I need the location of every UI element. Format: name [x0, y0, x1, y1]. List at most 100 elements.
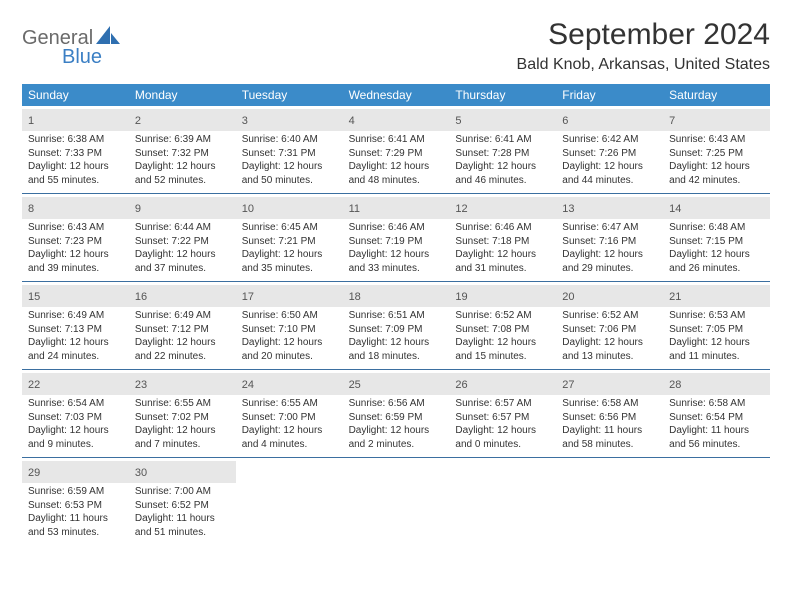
day-detail: Sunrise: 6:52 AM	[562, 309, 657, 323]
day-detail: Sunset: 7:15 PM	[669, 235, 764, 249]
day-detail: Daylight: 12 hours	[455, 160, 550, 174]
day-detail: and 51 minutes.	[135, 526, 230, 540]
day-detail: Sunset: 7:28 PM	[455, 147, 550, 161]
day-detail: Sunrise: 6:39 AM	[135, 133, 230, 147]
daynum-band: 8	[22, 197, 129, 219]
calendar-day: 7Sunrise: 6:43 AMSunset: 7:25 PMDaylight…	[663, 106, 770, 193]
sail-icon	[96, 26, 122, 46]
day-detail: Sunrise: 6:57 AM	[455, 397, 550, 411]
day-detail: Daylight: 12 hours	[455, 424, 550, 438]
day-detail: and 58 minutes.	[562, 438, 657, 452]
calendar: SundayMondayTuesdayWednesdayThursdayFrid…	[22, 84, 770, 545]
day-number: 20	[562, 291, 574, 303]
day-detail: Sunset: 7:13 PM	[28, 323, 123, 337]
calendar-day: 15Sunrise: 6:49 AMSunset: 7:13 PMDayligh…	[22, 282, 129, 369]
day-detail: and 26 minutes.	[669, 262, 764, 276]
header: General Blue September 2024 Bald Knob, A…	[22, 18, 770, 74]
day-number: 17	[242, 291, 254, 303]
day-detail: Daylight: 11 hours	[28, 512, 123, 526]
daynum-band: 21	[663, 285, 770, 307]
day-number: 3	[242, 115, 248, 127]
day-number: 12	[455, 203, 467, 215]
day-number: 27	[562, 379, 574, 391]
day-detail: Sunset: 7:06 PM	[562, 323, 657, 337]
calendar-week: 15Sunrise: 6:49 AMSunset: 7:13 PMDayligh…	[22, 282, 770, 370]
day-detail: Sunrise: 7:00 AM	[135, 485, 230, 499]
day-detail: Daylight: 12 hours	[28, 336, 123, 350]
day-detail: and 0 minutes.	[455, 438, 550, 452]
calendar-day: 2 Sunrise: 6:39 AMSunset: 7:32 PMDaylight…	[129, 106, 236, 193]
calendar-week: 1Sunrise: 6:38 AMSunset: 7:33 PMDaylight…	[22, 106, 770, 194]
day-detail: and 20 minutes.	[242, 350, 337, 364]
day-number: 11	[349, 203, 360, 215]
day-number: 18	[349, 291, 361, 303]
day-detail: and 7 minutes.	[135, 438, 230, 452]
day-detail: Sunrise: 6:50 AM	[242, 309, 337, 323]
day-detail: Sunset: 7:21 PM	[242, 235, 337, 249]
day-detail: Sunset: 6:53 PM	[28, 499, 123, 513]
calendar-day: 3Sunrise: 6:40 AMSunset: 7:31 PMDaylight…	[236, 106, 343, 193]
day-detail: Daylight: 12 hours	[242, 336, 337, 350]
day-detail: and 2 minutes.	[349, 438, 444, 452]
day-detail: Sunrise: 6:43 AM	[28, 221, 123, 235]
daynum-band: 7	[663, 109, 770, 131]
calendar-day	[556, 458, 663, 545]
day-detail: Sunset: 7:32 PM	[135, 147, 230, 161]
day-detail: and 52 minutes.	[135, 174, 230, 188]
daynum-band: 17	[236, 285, 343, 307]
day-detail: and 35 minutes.	[242, 262, 337, 276]
calendar-day: 16Sunrise: 6:49 AMSunset: 7:12 PMDayligh…	[129, 282, 236, 369]
daynum-band: 27	[556, 373, 663, 395]
day-detail: and 53 minutes.	[28, 526, 123, 540]
day-detail: and 44 minutes.	[562, 174, 657, 188]
day-detail: Daylight: 12 hours	[28, 424, 123, 438]
daynum-band: 14	[663, 197, 770, 219]
day-detail: Sunrise: 6:58 AM	[669, 397, 764, 411]
day-detail: Daylight: 12 hours	[242, 160, 337, 174]
day-detail: and 50 minutes.	[242, 174, 337, 188]
day-number: 16	[135, 291, 147, 303]
day-detail: Sunrise: 6:49 AM	[135, 309, 230, 323]
day-number: 23	[135, 379, 147, 391]
day-detail: and 9 minutes.	[28, 438, 123, 452]
day-detail: Sunrise: 6:40 AM	[242, 133, 337, 147]
daynum-band: 10	[236, 197, 343, 219]
day-number: 9	[135, 203, 141, 215]
calendar-day: 28Sunrise: 6:58 AMSunset: 6:54 PMDayligh…	[663, 370, 770, 457]
day-detail: Sunrise: 6:58 AM	[562, 397, 657, 411]
daynum-band: 20	[556, 285, 663, 307]
daynum-band: 15	[22, 285, 129, 307]
daynum-band: 24	[236, 373, 343, 395]
day-number: 28	[669, 379, 681, 391]
title-block: September 2024 Bald Knob, Arkansas, Unit…	[517, 18, 770, 74]
day-number: 2	[135, 115, 141, 127]
dow-header: Sunday	[22, 84, 129, 106]
day-detail: Sunset: 6:52 PM	[135, 499, 230, 513]
day-detail: and 29 minutes.	[562, 262, 657, 276]
day-detail: Sunset: 7:02 PM	[135, 411, 230, 425]
day-detail: Sunset: 7:05 PM	[669, 323, 764, 337]
day-detail: Daylight: 12 hours	[242, 424, 337, 438]
daynum-band: 28	[663, 373, 770, 395]
day-detail: Sunset: 7:19 PM	[349, 235, 444, 249]
day-number: 10	[242, 203, 254, 215]
day-detail: Sunrise: 6:46 AM	[349, 221, 444, 235]
day-detail: Daylight: 12 hours	[349, 248, 444, 262]
calendar-day: 25Sunrise: 6:56 AMSunset: 6:59 PMDayligh…	[343, 370, 450, 457]
dow-header: Monday	[129, 84, 236, 106]
day-detail: Daylight: 12 hours	[135, 160, 230, 174]
daynum-band: 13	[556, 197, 663, 219]
day-detail: Sunset: 7:25 PM	[669, 147, 764, 161]
calendar-day: 8Sunrise: 6:43 AMSunset: 7:23 PMDaylight…	[22, 194, 129, 281]
dow-header: Tuesday	[236, 84, 343, 106]
calendar-day: 23Sunrise: 6:55 AMSunset: 7:02 PMDayligh…	[129, 370, 236, 457]
day-detail: Daylight: 12 hours	[349, 160, 444, 174]
day-detail: Daylight: 12 hours	[28, 248, 123, 262]
dow-row: SundayMondayTuesdayWednesdayThursdayFrid…	[22, 84, 770, 106]
dow-header: Saturday	[663, 84, 770, 106]
day-number: 21	[669, 291, 681, 303]
day-detail: Daylight: 11 hours	[562, 424, 657, 438]
day-number: 6	[562, 115, 568, 127]
day-detail: Daylight: 12 hours	[28, 160, 123, 174]
day-number: 7	[669, 115, 675, 127]
